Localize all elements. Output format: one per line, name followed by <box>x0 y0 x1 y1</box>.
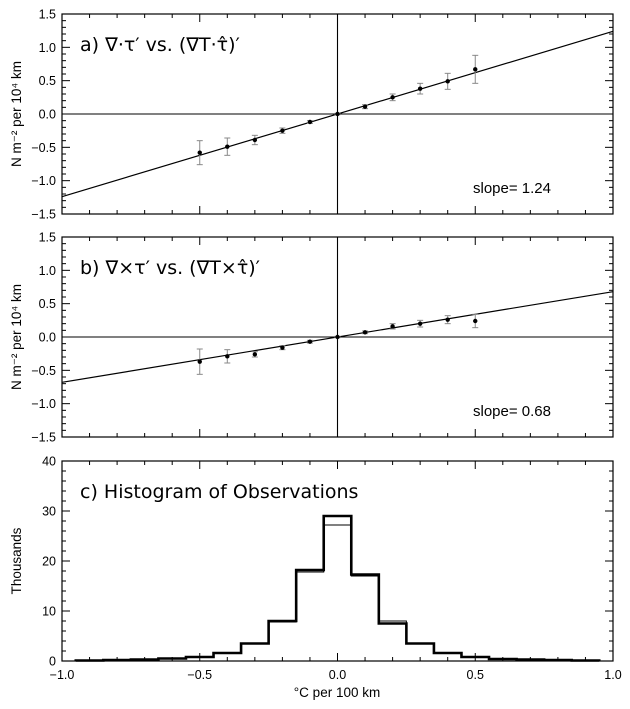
y-tick-label: 10 <box>42 605 56 619</box>
x-tick-label: 0.0 <box>329 668 346 682</box>
x-tick-label: 1.0 <box>604 668 621 682</box>
panel-a-label: a) <box>80 34 99 56</box>
y-tick-label: −0.5 <box>31 364 56 378</box>
panel-a-scatter: a) ∇·τ′ vs. (∇T·τ̂)′ slope= 1.24 N m⁻² p… <box>9 8 614 222</box>
y-tick-label: −1.5 <box>31 431 56 445</box>
panel-b-title-text: ∇×τ′ vs. (∇T×τ̂)′ <box>105 257 260 279</box>
panel-c-label: c) <box>80 481 98 503</box>
panel-c-title-text: Histogram of Observations <box>104 481 359 503</box>
panel-a-ylabel: N m⁻² per 10⁴ km <box>9 61 24 167</box>
panel-c-ylabel: Thousands <box>9 527 24 594</box>
data-point <box>390 95 395 100</box>
data-point <box>473 318 478 324</box>
y-tick-label: −0.5 <box>31 141 56 155</box>
panel-c-marks <box>74 514 601 662</box>
y-tick-label: 1.0 <box>39 41 56 55</box>
panel-c-axes: 0 10 20 30 40 −1.0 −0.5 0.0 0.5 1.0 <box>42 455 622 683</box>
data-point <box>197 359 202 364</box>
histogram-thick-series <box>74 514 601 662</box>
data-point <box>335 111 340 117</box>
data-point <box>197 150 202 155</box>
x-tick-label: −0.5 <box>187 668 212 682</box>
y-tick-label: 1.5 <box>39 8 56 22</box>
data-point <box>362 330 368 335</box>
y-tick-label: 1.5 <box>39 231 56 245</box>
data-point <box>417 321 423 326</box>
data-point <box>307 119 313 125</box>
y-tick-label: −1.5 <box>31 208 56 222</box>
panel-a-marks <box>61 30 614 198</box>
data-point <box>445 317 450 322</box>
histogram-thin-series <box>75 524 600 661</box>
data-point <box>445 79 450 84</box>
data-point <box>252 137 258 143</box>
panel-a-title-text: ∇·τ′ vs. (∇T·τ̂)′ <box>104 34 240 56</box>
x-tick-label: −1.0 <box>50 668 75 682</box>
panel-a-title: a) ∇·τ′ vs. (∇T·τ̂)′ <box>80 34 240 56</box>
data-point <box>280 128 285 133</box>
data-point <box>307 339 313 344</box>
data-point <box>280 345 285 350</box>
data-point <box>473 67 478 72</box>
data-point <box>225 144 230 149</box>
data-point <box>252 352 258 357</box>
data-point <box>390 324 395 329</box>
panel-b-slope-label: slope= 0.68 <box>473 403 551 420</box>
data-point <box>417 86 423 91</box>
panel-c-histogram: c) Histogram of Observations Thousands °… <box>9 455 622 701</box>
y-tick-label: 30 <box>42 505 56 519</box>
y-tick-label: −1.0 <box>31 174 56 188</box>
y-tick-label: 40 <box>42 455 56 469</box>
y-tick-label: 0.5 <box>39 74 56 88</box>
y-tick-label: 20 <box>42 555 56 569</box>
data-point <box>362 104 368 109</box>
panel-a-axes: −1.5 −1.0 −0.5 0.0 0.5 1.0 1.5 <box>31 8 614 222</box>
x-tick-label: 0.5 <box>467 668 484 682</box>
data-point <box>335 334 340 340</box>
data-point <box>225 354 230 359</box>
panel-b-title: b) ∇×τ′ vs. (∇T×τ̂)′ <box>80 257 260 279</box>
panel-b-scatter: b) ∇×τ′ vs. (∇T×τ̂)′ slope= 0.68 N m⁻² p… <box>9 231 614 445</box>
panel-b-ylabel: N m⁻² per 10⁴ km <box>9 284 24 390</box>
y-tick-label: 0.0 <box>39 108 56 122</box>
y-tick-label: 0.0 <box>39 331 56 345</box>
y-tick-label: 0 <box>49 655 56 669</box>
y-tick-label: 0.5 <box>39 297 56 311</box>
y-tick-label: 1.0 <box>39 264 56 278</box>
panel-c-xlabel: °C per 100 km <box>294 685 380 700</box>
panel-c-title: c) Histogram of Observations <box>80 481 358 503</box>
y-tick-label: −1.0 <box>31 397 56 411</box>
panel-a-slope-label: slope= 1.24 <box>473 180 551 197</box>
panel-b-label: b) <box>80 257 99 279</box>
panel-b-marks <box>61 291 614 383</box>
